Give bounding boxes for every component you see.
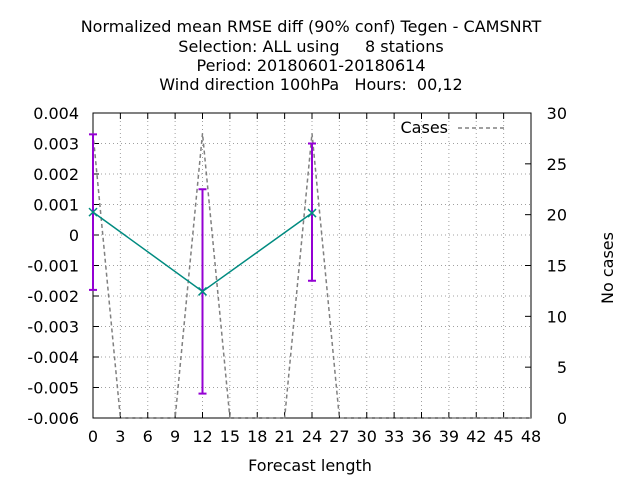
series-line-cases bbox=[92, 133, 531, 419]
data-point-marker bbox=[88, 207, 98, 217]
x-axis: 0 3 6 9 12 15 18 21 24 27 30 33 36 39 42 45 48 bbox=[88, 113, 541, 446]
x-tick-label: 42 bbox=[466, 427, 486, 446]
y2-axis-label: No cases bbox=[598, 232, 617, 304]
y-tick-label: -0.005 bbox=[27, 379, 79, 398]
x-tick-label: 9 bbox=[170, 427, 180, 446]
x-tick-label: 6 bbox=[143, 427, 153, 446]
y2-tick-label: 30 bbox=[547, 104, 567, 123]
y-tick-label: -0.002 bbox=[27, 287, 79, 306]
chart-title-line-2: Selection: ALL using 8 stations bbox=[178, 37, 443, 56]
y2-tick-label: 15 bbox=[547, 257, 567, 276]
y-tick-label: 0.001 bbox=[33, 196, 79, 215]
x-tick-label: 27 bbox=[329, 427, 349, 446]
chart-title: Normalized mean RMSE diff (90% conf) Teg… bbox=[81, 17, 542, 94]
x-tick-label: 0 bbox=[88, 427, 98, 446]
y-tick-label: -0.006 bbox=[27, 409, 79, 428]
x-tick-label: 21 bbox=[274, 427, 294, 446]
x-tick-label: 12 bbox=[192, 427, 212, 446]
y-tick-label: 0 bbox=[69, 226, 79, 245]
y-tick-label: 0.002 bbox=[33, 165, 79, 184]
x-tick-label: 36 bbox=[411, 427, 431, 446]
y-tick-label: -0.001 bbox=[27, 257, 79, 276]
chart-title-line-1: Normalized mean RMSE diff (90% conf) Teg… bbox=[81, 17, 542, 36]
x-tick-label: 33 bbox=[384, 427, 404, 446]
x-tick-label: 3 bbox=[115, 427, 125, 446]
y2-tick-label: 20 bbox=[547, 206, 567, 225]
y-tick-label: 0.003 bbox=[33, 135, 79, 154]
x-axis-label: Forecast length bbox=[248, 456, 372, 475]
y-tick-label: -0.004 bbox=[27, 348, 79, 367]
chart-title-line-3: Period: 20180601-20180614 bbox=[196, 56, 425, 75]
data-point-marker bbox=[197, 286, 208, 296]
y2-tick-label: 5 bbox=[557, 358, 567, 377]
legend: Cases bbox=[401, 118, 506, 137]
x-tick-label: 39 bbox=[439, 427, 459, 446]
y2-axis: 30 25 20 15 10 5 0 bbox=[525, 104, 567, 428]
x-tick-label: 18 bbox=[247, 427, 267, 446]
y-axis: 0.004 0.003 0.002 0.001 0 -0.001 -0.002 -0.003 -… bbox=[27, 104, 99, 428]
x-tick-label: 48 bbox=[521, 427, 541, 446]
y2-tick-label: 25 bbox=[547, 155, 567, 174]
y2-tick-label: 0 bbox=[557, 409, 567, 428]
series-layer bbox=[88, 133, 531, 419]
x-tick-label: 15 bbox=[220, 427, 240, 446]
y-tick-label: 0.004 bbox=[33, 104, 79, 123]
legend-label-cases: Cases bbox=[401, 118, 449, 137]
y2-tick-label: 10 bbox=[547, 307, 567, 326]
chart-title-line-4: Wind direction 100hPa Hours: 00,12 bbox=[159, 75, 462, 94]
x-tick-label: 30 bbox=[357, 427, 377, 446]
x-tick-label: 45 bbox=[493, 427, 513, 446]
x-tick-label: 24 bbox=[302, 427, 322, 446]
data-point-marker bbox=[307, 208, 317, 218]
y-tick-label: -0.003 bbox=[27, 318, 79, 337]
